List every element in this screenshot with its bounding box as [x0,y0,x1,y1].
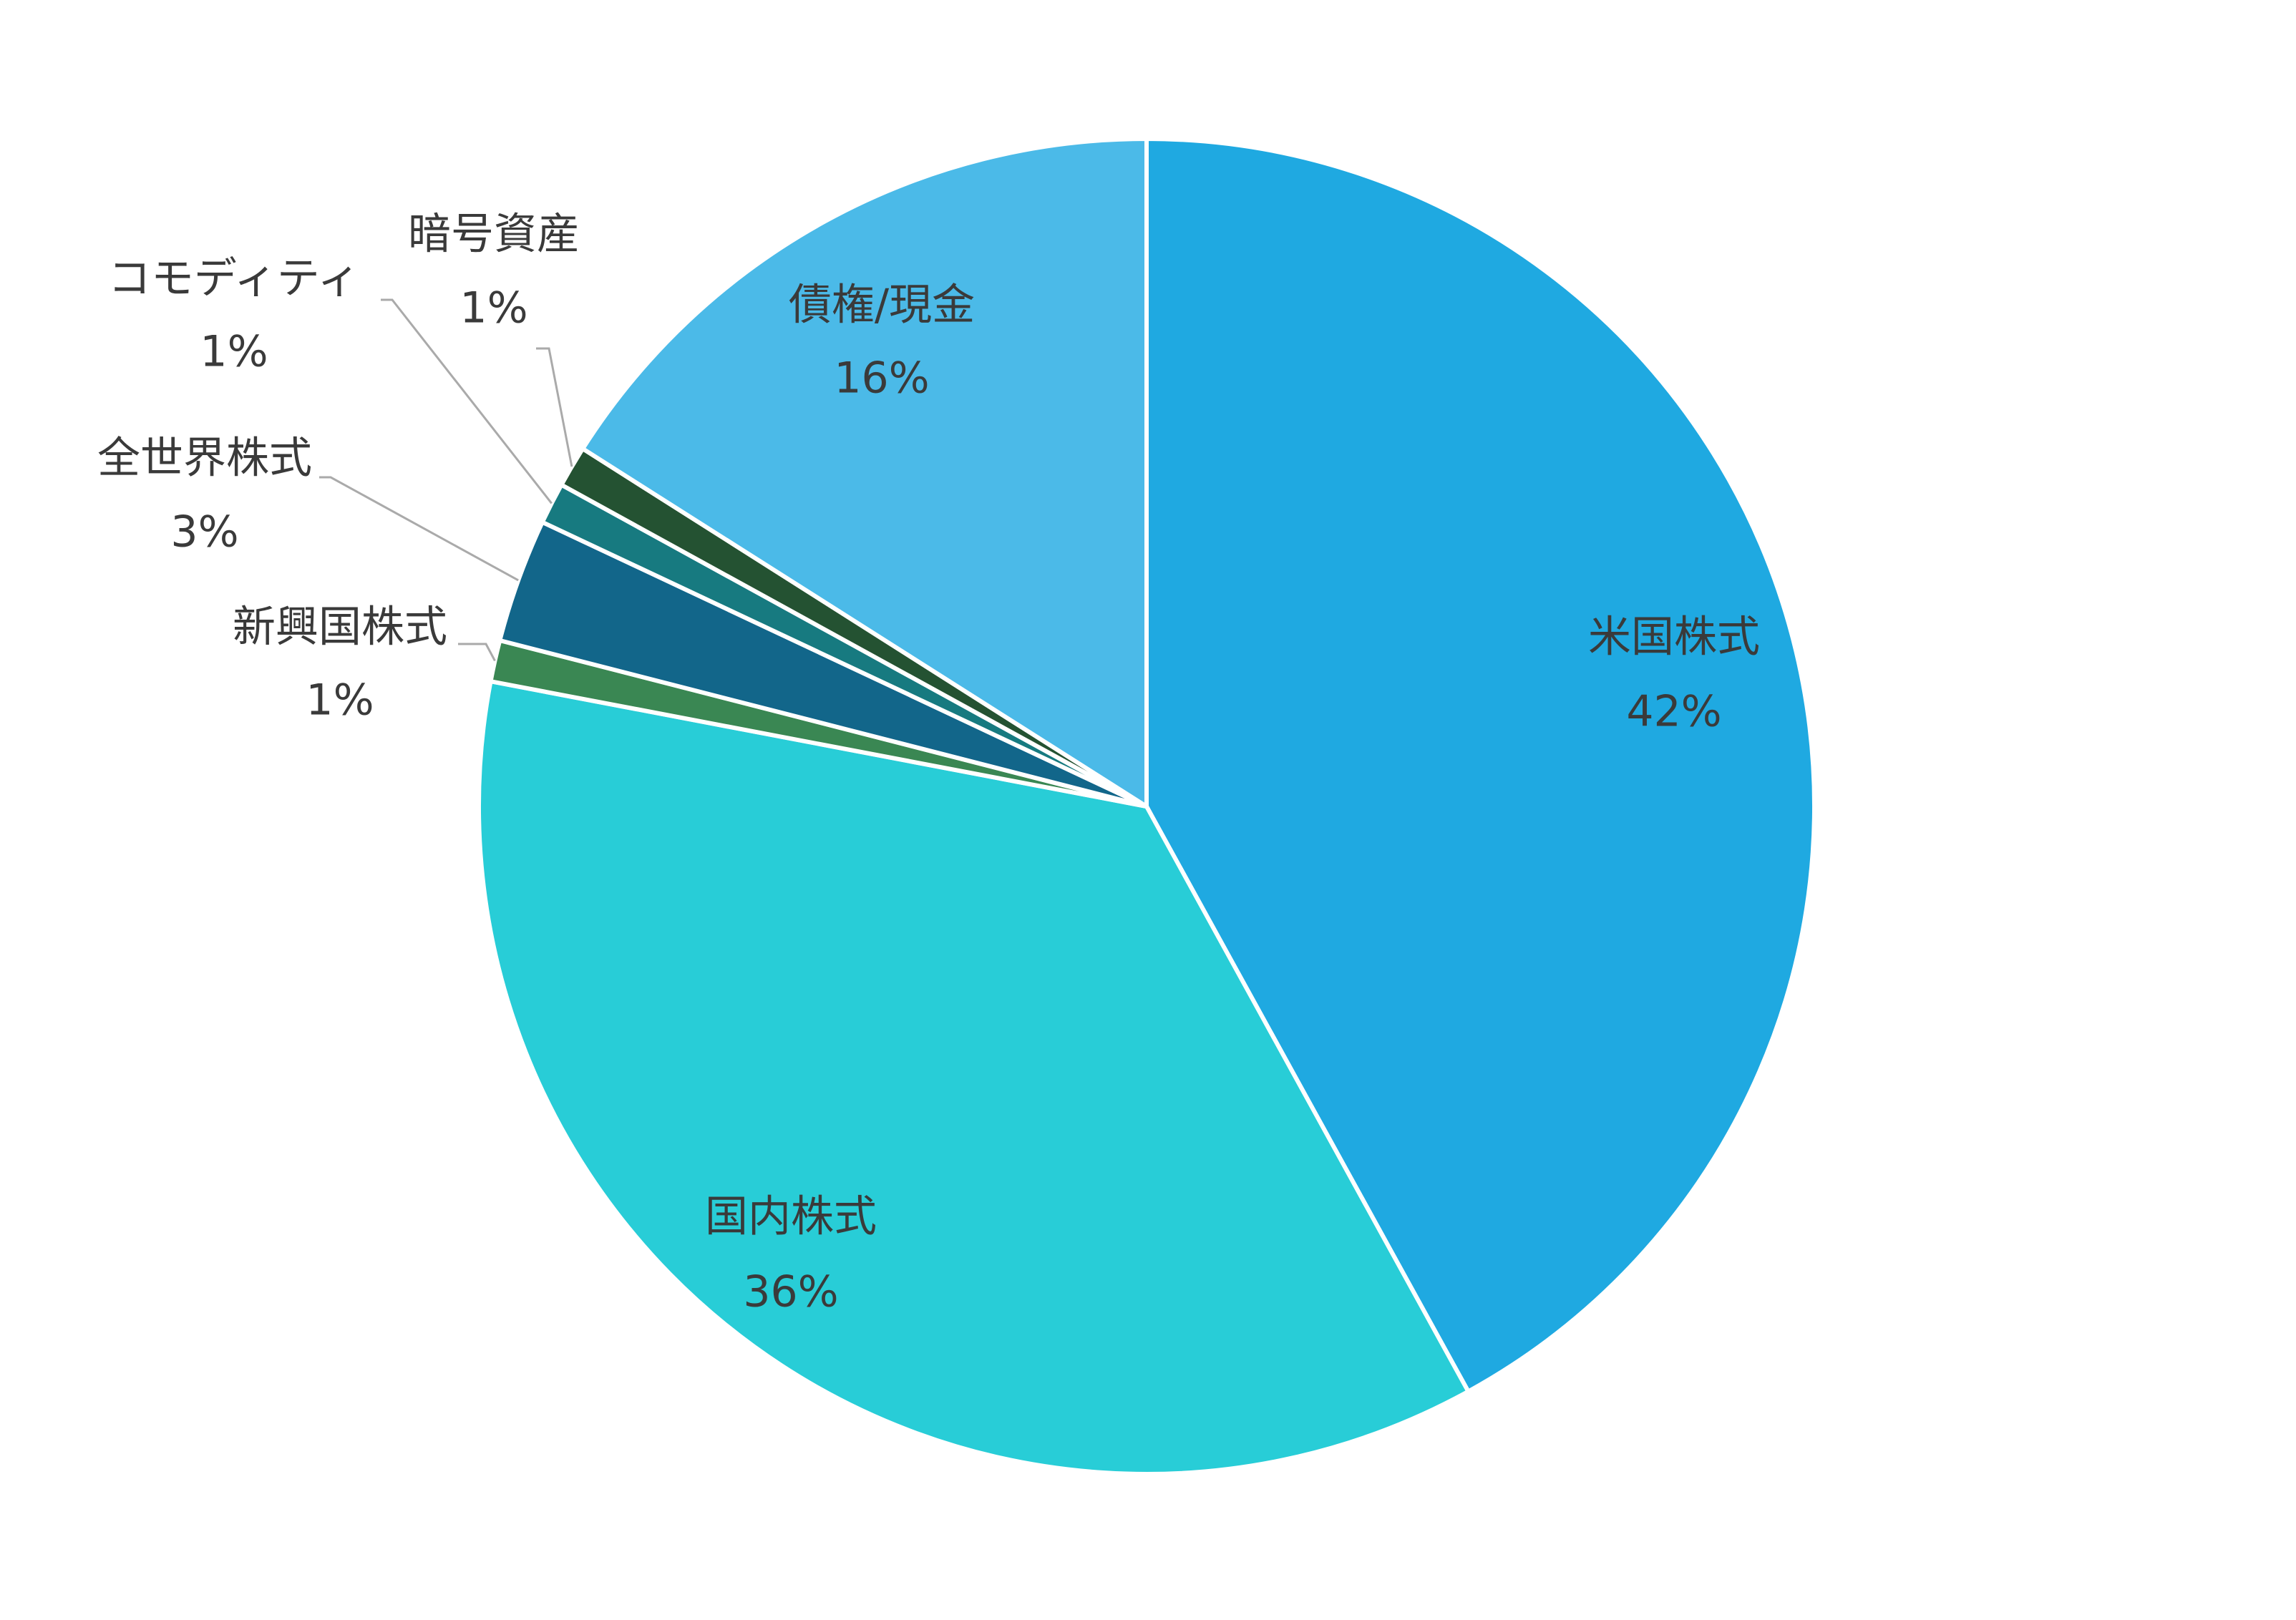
slice-value-label: 1% [459,283,527,333]
slice-label: 暗号資産 [408,210,580,260]
slice-value-label: 1% [306,675,374,726]
pie-slice [477,678,1472,1476]
slice-value-label: 3% [170,507,238,557]
pie-slice [580,136,1149,811]
leader-line [381,298,553,504]
leader-line [458,643,496,662]
slice-value-label: 16% [834,353,929,404]
slice-value-label: 42% [1626,687,1721,737]
pie-slice [1144,136,1816,1395]
slice-label: 全世界株式 [97,434,312,484]
leader-line [536,347,573,467]
slice-label: 米国株式 [1588,613,1760,663]
slice-value-label: 36% [743,1267,838,1317]
slice-label: コモディティ [108,254,360,304]
leader-line [319,476,519,582]
slice-label: 国内株式 [705,1192,877,1242]
slice-value-label: 1% [200,327,268,377]
slice-label: 新興国株式 [233,602,447,653]
slice-label: 債権/現金 [789,280,975,331]
